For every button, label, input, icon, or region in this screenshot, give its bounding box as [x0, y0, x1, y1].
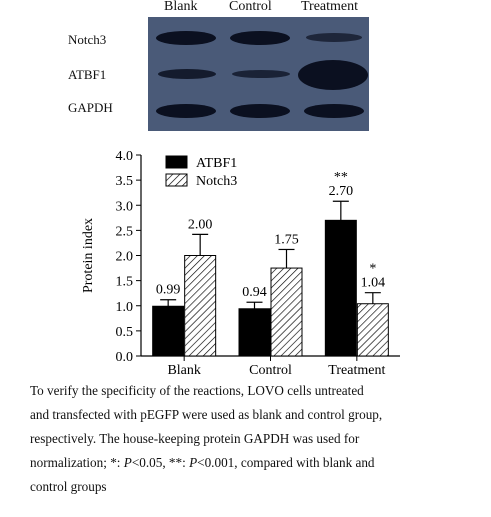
blot-strip-notch3	[148, 17, 369, 57]
y-tick-label: 3.0	[116, 199, 134, 214]
caption-text: <0.001, compared with blank and	[197, 455, 375, 470]
y-tick-label: 2.0	[116, 250, 134, 265]
blot-column-blank: Blank	[164, 0, 198, 14]
data-label: 0.94	[242, 285, 267, 300]
blot-row-label-gapdh: GAPDH	[68, 100, 113, 115]
data-label: 0.99	[156, 283, 181, 298]
blot-column-control: Control	[229, 0, 272, 14]
blot-band	[156, 104, 216, 118]
y-tick-label: 2.5	[116, 224, 134, 239]
bar-atbf1	[238, 308, 271, 357]
protein-index-chart: 0.0 0.5 1.0 1.5 2.0 2.5 3.0 3.5 4.0 Protein index…	[81, 149, 400, 378]
y-tick-label: 0.0	[116, 350, 134, 365]
blot-band	[298, 60, 368, 90]
blot-band	[304, 104, 364, 118]
blot-band	[156, 31, 216, 45]
bar-atbf1	[324, 219, 357, 357]
bar-notch3	[356, 303, 389, 357]
significance-marker: *	[369, 262, 376, 277]
x-tick-label: Blank	[167, 363, 200, 378]
y-tick-label: 0.5	[116, 325, 134, 340]
y-tick-label: 4.0	[116, 149, 134, 164]
p-symbol: P	[123, 455, 132, 470]
blot-band	[232, 70, 290, 78]
caption-line: control groups	[30, 479, 107, 494]
blot-column-treatment: Treatment	[301, 0, 359, 14]
y-tick-label: 3.5	[116, 174, 134, 189]
blot-strip-gapdh	[148, 91, 369, 131]
x-tick-label: Treatment	[328, 363, 385, 378]
blot-band	[158, 69, 216, 79]
caption-text: <0.05, **:	[131, 455, 190, 470]
data-label: 2.70	[329, 184, 354, 199]
p-symbol: P	[189, 455, 198, 470]
blot-strip-atbf1	[148, 55, 369, 95]
legend-label-notch3: Notch3	[196, 174, 237, 189]
data-label: 1.75	[274, 232, 299, 247]
legend-swatch-notch3	[165, 173, 188, 187]
figure-caption: To verify the specificity of the reactio…	[30, 379, 470, 499]
caption-line: normalization; *: P<0.05, **: P<0.001, c…	[30, 451, 470, 475]
y-tick-label: 1.0	[116, 300, 134, 315]
y-tick-label: 1.5	[116, 275, 134, 290]
data-label: 2.00	[188, 217, 213, 232]
data-label: 1.04	[361, 276, 386, 291]
bar-atbf1	[152, 305, 185, 357]
blot-band	[306, 33, 362, 42]
y-axis-label: Protein index	[81, 218, 96, 293]
blot-band	[230, 104, 290, 118]
bar-notch3	[184, 255, 217, 357]
caption-line: and transfected with pEGFP were used as …	[30, 407, 383, 422]
legend-label-atbf1: ATBF1	[196, 156, 237, 171]
blot-row-label-atbf1: ATBF1	[68, 67, 107, 82]
caption-line: respectively. The house-keeping protein …	[30, 431, 360, 446]
blot-row-label-notch3: Notch3	[68, 32, 107, 47]
bar-notch3	[270, 267, 303, 357]
x-tick-label: Control	[249, 363, 292, 378]
blot-band	[230, 31, 290, 45]
caption-line: To verify the specificity of the reactio…	[30, 383, 364, 398]
caption-text: normalization; *:	[30, 455, 124, 470]
significance-marker: **	[334, 170, 348, 185]
legend-swatch-atbf1	[165, 155, 188, 169]
